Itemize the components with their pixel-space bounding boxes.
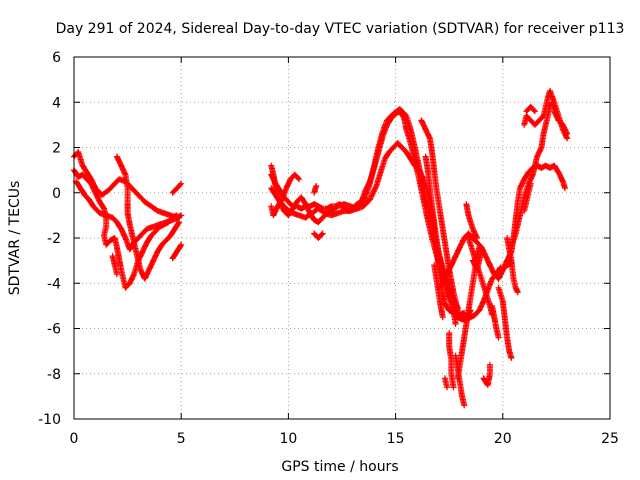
y-tick-label: 2 (52, 141, 61, 157)
y-tick-label: -4 (47, 276, 61, 292)
y-tick-label: 6 (52, 50, 61, 66)
y-tick-label: -2 (47, 231, 61, 247)
data-segment-17 (446, 330, 457, 391)
y-axis-label: SDTVAR / TECUs (7, 181, 23, 296)
x-tick-label: 10 (279, 431, 297, 447)
series-0 (71, 87, 571, 409)
data-segment-5 (169, 241, 185, 262)
data-segment-6 (169, 180, 185, 196)
chart-title: Day 291 of 2024, Sidereal Day-to-day VTE… (56, 21, 625, 37)
x-axis-label: GPS time / hours (281, 459, 398, 475)
data-segment-22 (469, 248, 485, 273)
data-segment-32 (523, 103, 538, 115)
x-tick-labels: 0 5 10 15 20 25 (70, 431, 619, 447)
x-tick-label: 25 (601, 431, 619, 447)
plot-frame (73, 56, 611, 420)
data-segment-26 (495, 284, 515, 361)
data-segment-14 (422, 153, 468, 318)
x-tick-label: 0 (70, 431, 79, 447)
data-series (71, 87, 571, 409)
y-tick-label: 0 (52, 186, 61, 202)
data-segment-30 (521, 180, 534, 214)
data-segment-12 (311, 183, 320, 196)
grid (74, 57, 610, 419)
y-tick-labels: 6 4 2 0 -2 -4 -6 -8 -10 (38, 50, 61, 428)
data-segment-11 (311, 230, 326, 241)
x-tick-label: 5 (177, 431, 186, 447)
y-tick-label: 4 (52, 95, 61, 111)
y-tick-label: -10 (38, 412, 61, 428)
data-segment-24 (480, 361, 493, 389)
x-tick-label: 15 (387, 431, 405, 447)
data-segment-18 (441, 375, 451, 391)
data-segment-4 (109, 253, 120, 278)
data-segment-25 (489, 302, 502, 341)
y-tick-label: -8 (47, 367, 61, 383)
y-tick-label: -6 (47, 322, 61, 338)
data-segment-10 (268, 171, 303, 219)
data-segment-27 (495, 162, 568, 282)
x-tick-label: 20 (494, 431, 512, 447)
data-segment-31 (521, 87, 571, 142)
data-segment-23 (463, 201, 481, 241)
data-segment-3 (113, 153, 183, 282)
data-segment-28 (504, 235, 521, 296)
